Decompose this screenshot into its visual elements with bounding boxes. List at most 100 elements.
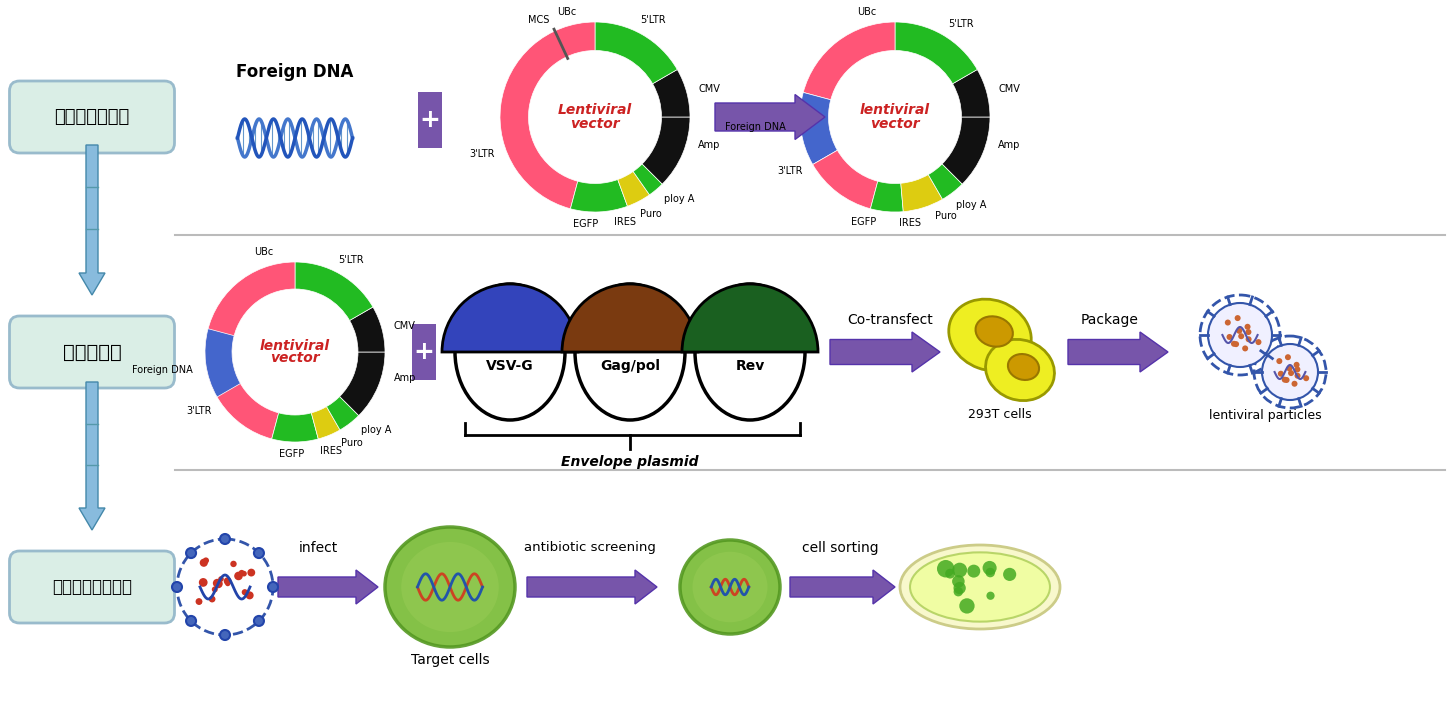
Text: Amp: Amp: [393, 373, 416, 384]
Wedge shape: [562, 284, 698, 352]
Wedge shape: [501, 22, 595, 209]
Circle shape: [1294, 372, 1300, 379]
FancyArrow shape: [830, 332, 940, 372]
Ellipse shape: [681, 540, 781, 634]
Circle shape: [1255, 339, 1261, 345]
Circle shape: [183, 545, 267, 629]
Circle shape: [952, 563, 968, 578]
FancyArrow shape: [78, 145, 104, 295]
Text: Puro: Puro: [341, 438, 363, 448]
Circle shape: [1262, 344, 1318, 400]
Text: Puro: Puro: [934, 211, 956, 221]
Wedge shape: [953, 69, 990, 117]
Text: +: +: [419, 108, 441, 132]
Circle shape: [247, 569, 255, 576]
Wedge shape: [871, 181, 904, 212]
Circle shape: [1226, 334, 1232, 340]
Circle shape: [221, 534, 231, 544]
Circle shape: [1236, 328, 1242, 334]
Circle shape: [953, 587, 963, 596]
Circle shape: [1230, 341, 1238, 347]
Text: 3'LTR: 3'LTR: [776, 166, 802, 176]
Circle shape: [1245, 336, 1252, 342]
Circle shape: [987, 592, 994, 600]
Text: UBc: UBc: [858, 6, 876, 16]
Circle shape: [1235, 315, 1241, 321]
Circle shape: [221, 630, 231, 640]
Text: 3'LTR: 3'LTR: [469, 149, 495, 159]
Circle shape: [1281, 377, 1287, 383]
Wedge shape: [929, 164, 962, 199]
Text: 5'LTR: 5'LTR: [949, 19, 974, 29]
Text: Foreign DNA: Foreign DNA: [237, 63, 354, 81]
Circle shape: [199, 578, 207, 587]
FancyArrow shape: [527, 570, 657, 604]
Wedge shape: [570, 180, 627, 212]
Text: Foreign DNA: Foreign DNA: [132, 365, 193, 375]
Circle shape: [209, 595, 215, 603]
Text: Package: Package: [1081, 313, 1139, 327]
Ellipse shape: [402, 542, 499, 632]
Wedge shape: [895, 22, 978, 84]
Wedge shape: [312, 406, 340, 439]
Circle shape: [952, 575, 965, 588]
Circle shape: [186, 616, 196, 626]
Text: lentiviral: lentiviral: [260, 338, 329, 353]
Wedge shape: [340, 352, 385, 416]
Text: Gag/pol: Gag/pol: [601, 358, 660, 372]
Circle shape: [242, 589, 248, 595]
Wedge shape: [205, 329, 241, 397]
Text: 慢病毒载体构建: 慢病毒载体构建: [54, 108, 129, 126]
Circle shape: [1303, 375, 1309, 381]
Wedge shape: [804, 22, 895, 100]
Text: 稳转细胞株的建立: 稳转细胞株的建立: [52, 578, 132, 596]
FancyArrow shape: [78, 382, 104, 530]
Ellipse shape: [985, 339, 1055, 401]
Circle shape: [1294, 362, 1300, 368]
Circle shape: [1245, 329, 1251, 335]
Circle shape: [197, 599, 202, 605]
Text: 5'LTR: 5'LTR: [338, 255, 364, 265]
FancyBboxPatch shape: [10, 81, 174, 153]
FancyBboxPatch shape: [10, 551, 174, 623]
Circle shape: [945, 569, 955, 578]
Circle shape: [234, 571, 242, 581]
Circle shape: [186, 548, 196, 558]
Text: lentiviral: lentiviral: [860, 103, 930, 118]
Text: CMV: CMV: [698, 84, 720, 94]
Wedge shape: [443, 284, 577, 352]
Wedge shape: [682, 284, 818, 352]
Circle shape: [1286, 354, 1291, 360]
Text: Foreign DNA: Foreign DNA: [724, 122, 785, 132]
Bar: [412, 324, 435, 380]
Circle shape: [212, 586, 218, 593]
FancyBboxPatch shape: [10, 316, 174, 388]
Ellipse shape: [695, 284, 805, 420]
Circle shape: [241, 571, 247, 576]
Wedge shape: [641, 117, 691, 184]
Ellipse shape: [456, 284, 564, 420]
Circle shape: [1278, 371, 1284, 377]
Text: Target cells: Target cells: [411, 653, 489, 667]
Text: antibiotic screening: antibiotic screening: [524, 542, 656, 554]
Circle shape: [1291, 381, 1297, 387]
Circle shape: [1294, 367, 1300, 372]
Wedge shape: [800, 93, 837, 164]
Text: Amp: Amp: [998, 139, 1020, 149]
Text: vector: vector: [871, 117, 920, 130]
Circle shape: [254, 548, 264, 558]
Circle shape: [254, 616, 264, 626]
Text: IRES: IRES: [614, 217, 636, 227]
Text: infect: infect: [299, 541, 338, 555]
Circle shape: [968, 565, 981, 578]
Circle shape: [982, 561, 997, 575]
Circle shape: [1233, 341, 1239, 347]
Text: MCS: MCS: [528, 15, 550, 25]
Text: Lentiviral: Lentiviral: [557, 103, 633, 118]
Wedge shape: [942, 117, 990, 184]
Circle shape: [223, 577, 232, 585]
Wedge shape: [633, 164, 662, 195]
Circle shape: [1277, 358, 1283, 364]
Wedge shape: [205, 262, 295, 439]
Circle shape: [937, 560, 955, 578]
